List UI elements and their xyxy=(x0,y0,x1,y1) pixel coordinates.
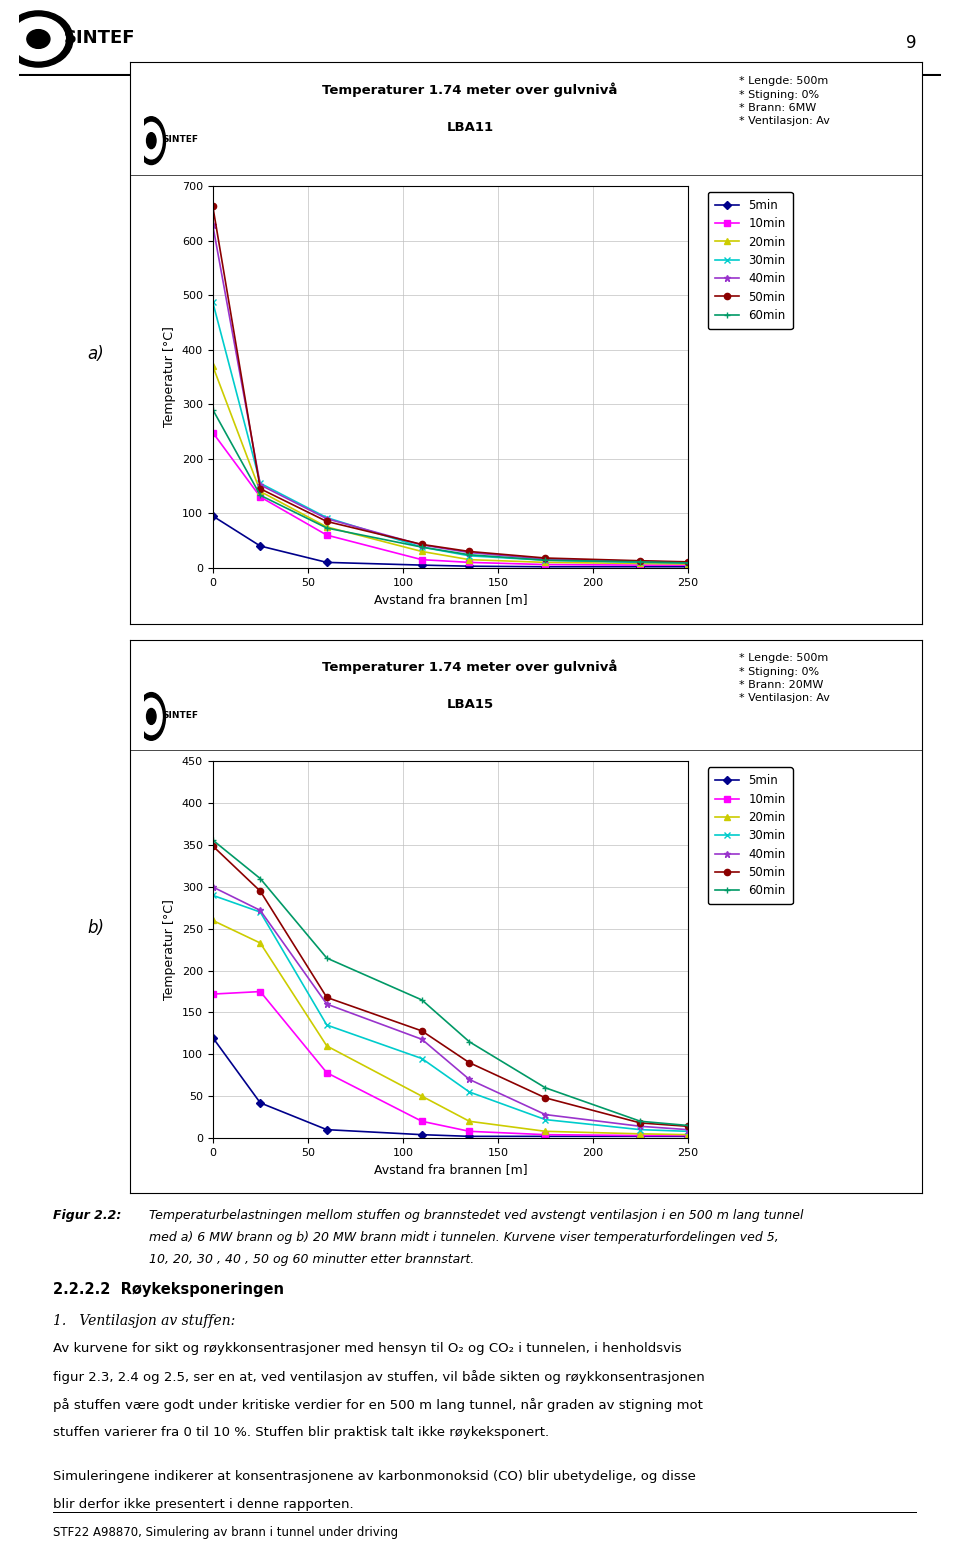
Text: * Lengde: 500m
* Stigning: 0%
* Brann: 20MW
* Ventilasjon: Av: * Lengde: 500m * Stigning: 0% * Brann: 2… xyxy=(739,654,830,704)
Y-axis label: Temperatur [°C]: Temperatur [°C] xyxy=(163,326,177,427)
Text: 1.   Ventilasjon av stuffen:: 1. Ventilasjon av stuffen: xyxy=(53,1314,235,1328)
Text: 2.2.2.2  Røykeksponeringen: 2.2.2.2 Røykeksponeringen xyxy=(53,1282,284,1298)
Text: SINTEF: SINTEF xyxy=(63,28,135,47)
Circle shape xyxy=(140,699,162,735)
Text: * Lengde: 500m
* Stigning: 0%
* Brann: 6MW
* Ventilasjon: Av: * Lengde: 500m * Stigning: 0% * Brann: 6… xyxy=(739,76,830,126)
Legend: 5min, 10min, 20min, 30min, 40min, 50min, 60min: 5min, 10min, 20min, 30min, 40min, 50min,… xyxy=(708,768,793,905)
Text: Figur 2.2:: Figur 2.2: xyxy=(53,1209,121,1221)
Circle shape xyxy=(27,30,50,48)
Text: Temperaturer 1.74 meter over gulvnivå: Temperaturer 1.74 meter over gulvnivå xyxy=(323,83,618,97)
Text: SINTEF: SINTEF xyxy=(162,711,199,719)
Text: blir derfor ikke presentert i denne rapporten.: blir derfor ikke presentert i denne rapp… xyxy=(53,1498,353,1510)
Text: 9: 9 xyxy=(906,34,917,53)
Legend: 5min, 10min, 20min, 30min, 40min, 50min, 60min: 5min, 10min, 20min, 30min, 40min, 50min,… xyxy=(708,192,793,329)
Text: 10, 20, 30 , 40 , 50 og 60 minutter etter brannstart.: 10, 20, 30 , 40 , 50 og 60 minutter ette… xyxy=(149,1253,474,1265)
Text: LBA15: LBA15 xyxy=(446,697,493,711)
Circle shape xyxy=(147,133,156,148)
Text: Simuleringene indikerer at konsentrasjonene av karbonmonoksid (CO) blir ubetydel: Simuleringene indikerer at konsentrasjon… xyxy=(53,1470,696,1482)
Text: figur 2.3, 2.4 og 2.5, ser en at, ved ventilasjon av stuffen, vil både sikten og: figur 2.3, 2.4 og 2.5, ser en at, ved ve… xyxy=(53,1370,705,1384)
Circle shape xyxy=(137,117,165,164)
Text: b): b) xyxy=(87,919,105,936)
Text: Temperaturer 1.74 meter over gulvnivå: Temperaturer 1.74 meter over gulvnivå xyxy=(323,658,618,674)
Text: a): a) xyxy=(87,345,105,363)
X-axis label: Avstand fra brannen [m]: Avstand fra brannen [m] xyxy=(373,1164,527,1176)
Circle shape xyxy=(147,708,156,724)
Text: SINTEF: SINTEF xyxy=(162,136,199,144)
Text: LBA11: LBA11 xyxy=(446,122,493,134)
Text: på stuffen være godt under kritiske verdier for en 500 m lang tunnel, når graden: på stuffen være godt under kritiske verd… xyxy=(53,1398,703,1412)
Text: Av kurvene for sikt og røykkonsentrasjoner med hensyn til O₂ og CO₂ i tunnelen, : Av kurvene for sikt og røykkonsentrasjon… xyxy=(53,1342,682,1354)
Circle shape xyxy=(4,11,73,67)
Circle shape xyxy=(137,693,165,741)
Circle shape xyxy=(12,17,65,61)
Text: Temperaturbelastningen mellom stuffen og brannstedet ved avstengt ventilasjon i : Temperaturbelastningen mellom stuffen og… xyxy=(149,1209,804,1221)
X-axis label: Avstand fra brannen [m]: Avstand fra brannen [m] xyxy=(373,593,527,607)
Y-axis label: Temperatur [°C]: Temperatur [°C] xyxy=(163,899,177,1000)
Circle shape xyxy=(140,122,162,159)
Text: med a) 6 MW brann og b) 20 MW brann midt i tunnelen. Kurvene viser temperaturfor: med a) 6 MW brann og b) 20 MW brann midt… xyxy=(149,1231,779,1243)
Text: stuffen varierer fra 0 til 10 %. Stuffen blir praktisk talt ikke røykeksponert.: stuffen varierer fra 0 til 10 %. Stuffen… xyxy=(53,1426,549,1438)
Text: STF22 A98870, Simulering av brann i tunnel under driving: STF22 A98870, Simulering av brann i tunn… xyxy=(53,1526,398,1538)
